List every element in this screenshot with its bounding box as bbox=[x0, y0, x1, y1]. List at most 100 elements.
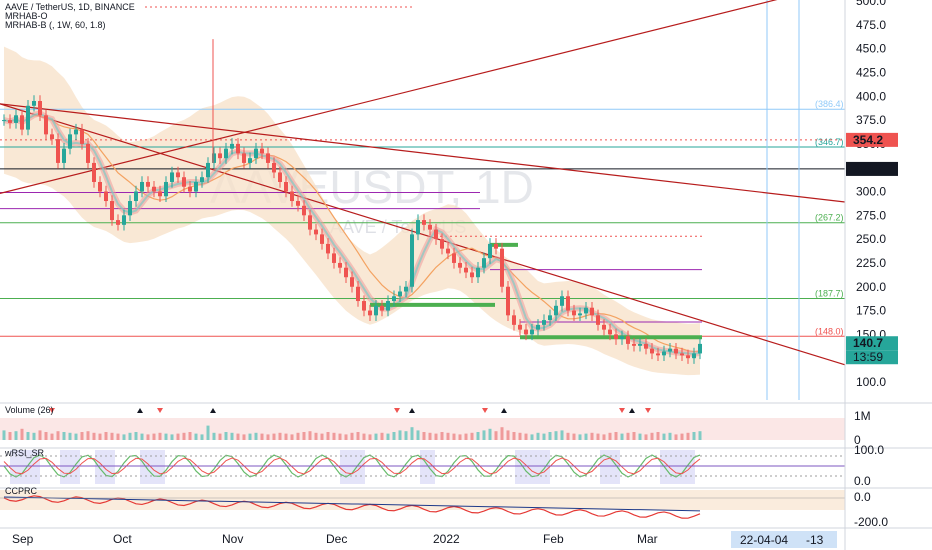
candle-body bbox=[296, 201, 300, 206]
time-label-4: 2022 bbox=[433, 532, 460, 546]
wrsi-zone-2 bbox=[95, 450, 115, 484]
candle bbox=[530, 323, 534, 341]
volatility-band bbox=[4, 46, 700, 376]
volume-bar bbox=[236, 433, 240, 440]
volume-bar bbox=[518, 432, 522, 440]
candle-body bbox=[698, 343, 702, 354]
candle bbox=[554, 300, 558, 322]
volume-bar bbox=[344, 434, 348, 440]
candle bbox=[206, 157, 210, 183]
price-pane[interactable]: (386.4) (346.7) (267.2) (187.7) (148.0) bbox=[0, 0, 932, 529]
candle-body bbox=[452, 253, 456, 263]
volume-bar bbox=[92, 432, 96, 440]
candle bbox=[464, 261, 468, 279]
candle-body bbox=[242, 153, 246, 163]
candle-body bbox=[104, 191, 108, 202]
price-tick: 175.0 bbox=[856, 304, 886, 318]
volume-bar bbox=[626, 432, 630, 440]
candle-body bbox=[476, 267, 480, 278]
candle bbox=[608, 323, 612, 341]
candle bbox=[476, 261, 480, 283]
candle-body bbox=[314, 229, 318, 235]
candle bbox=[572, 304, 576, 322]
candle-body bbox=[164, 181, 168, 197]
time-axis[interactable]: Sep Oct Nov Dec 2022 Feb Mar bbox=[12, 532, 658, 546]
candle-body bbox=[494, 243, 498, 249]
price-axis[interactable]: 500.0475.0450.0425.0400.0375.0350.0325.0… bbox=[844, 0, 898, 550]
candle-body bbox=[584, 307, 588, 314]
volume-bar bbox=[482, 430, 486, 440]
candle bbox=[350, 271, 354, 293]
price-tick: 450.0 bbox=[856, 42, 886, 56]
candle-body bbox=[356, 286, 360, 302]
volume-bar bbox=[68, 432, 72, 440]
volume-bar bbox=[356, 432, 360, 440]
volume-bar bbox=[386, 433, 390, 440]
volume-bar bbox=[578, 434, 582, 440]
candle bbox=[104, 185, 108, 207]
volume-bar bbox=[380, 432, 384, 440]
candle-body bbox=[530, 329, 534, 335]
volume-bar bbox=[254, 432, 258, 440]
volume-bar bbox=[260, 433, 264, 440]
candle bbox=[266, 147, 270, 169]
volume-bar bbox=[542, 433, 546, 440]
volume-bar bbox=[152, 433, 156, 440]
volume-bar bbox=[332, 432, 336, 440]
candle-body bbox=[320, 234, 324, 244]
volume-bar bbox=[566, 432, 570, 440]
volume-bar bbox=[230, 432, 234, 440]
volume-bar bbox=[320, 433, 324, 440]
candle-body bbox=[590, 307, 594, 316]
volume-bar bbox=[422, 432, 426, 440]
volume-arrow bbox=[501, 408, 507, 413]
level-label-0: (386.4) bbox=[815, 99, 844, 109]
volume-bar bbox=[242, 434, 246, 440]
candle-body bbox=[662, 351, 666, 356]
candle-body bbox=[254, 148, 258, 159]
candle-body bbox=[428, 224, 432, 230]
ccprc-signal bbox=[3, 496, 701, 512]
candle bbox=[632, 338, 636, 352]
volume-bar bbox=[134, 432, 138, 440]
candle bbox=[410, 228, 414, 293]
price-tick: 475.0 bbox=[856, 18, 886, 32]
volume-bar bbox=[50, 433, 54, 440]
candle-body bbox=[650, 348, 654, 354]
volume-axis-bottom: 0 bbox=[854, 433, 861, 447]
candle-body bbox=[128, 201, 132, 216]
volume-bar bbox=[350, 432, 354, 440]
candle-body bbox=[182, 177, 186, 187]
candle-body bbox=[536, 324, 540, 330]
candle bbox=[566, 290, 570, 317]
candle bbox=[602, 319, 606, 336]
candle-body bbox=[8, 120, 12, 123]
volume-bar bbox=[398, 430, 402, 440]
candle-body bbox=[134, 191, 138, 202]
wrsi-zone-1 bbox=[60, 450, 80, 484]
volume-bar bbox=[428, 432, 432, 440]
volume-bar bbox=[56, 431, 60, 440]
candle bbox=[176, 166, 180, 183]
wrsi-zone-5 bbox=[420, 450, 435, 484]
volume-arrow bbox=[210, 408, 216, 413]
candle bbox=[92, 157, 96, 188]
candle-body bbox=[266, 153, 270, 163]
volume-bar bbox=[20, 428, 24, 440]
candle-body bbox=[176, 172, 180, 178]
candle-body bbox=[542, 320, 546, 325]
level-label-2: (267.2) bbox=[815, 213, 844, 223]
countdown-bg bbox=[846, 350, 898, 365]
candle-body bbox=[308, 215, 312, 230]
candle bbox=[698, 338, 702, 360]
candle bbox=[644, 338, 648, 355]
volume-arrow bbox=[409, 408, 415, 413]
volume-bar bbox=[194, 433, 198, 440]
candle-body bbox=[434, 229, 438, 240]
price-tick: 500.0 bbox=[856, 0, 886, 8]
candle-body bbox=[392, 296, 396, 302]
candle-body bbox=[80, 129, 84, 144]
candle bbox=[518, 319, 522, 336]
volume-bar bbox=[584, 433, 588, 440]
